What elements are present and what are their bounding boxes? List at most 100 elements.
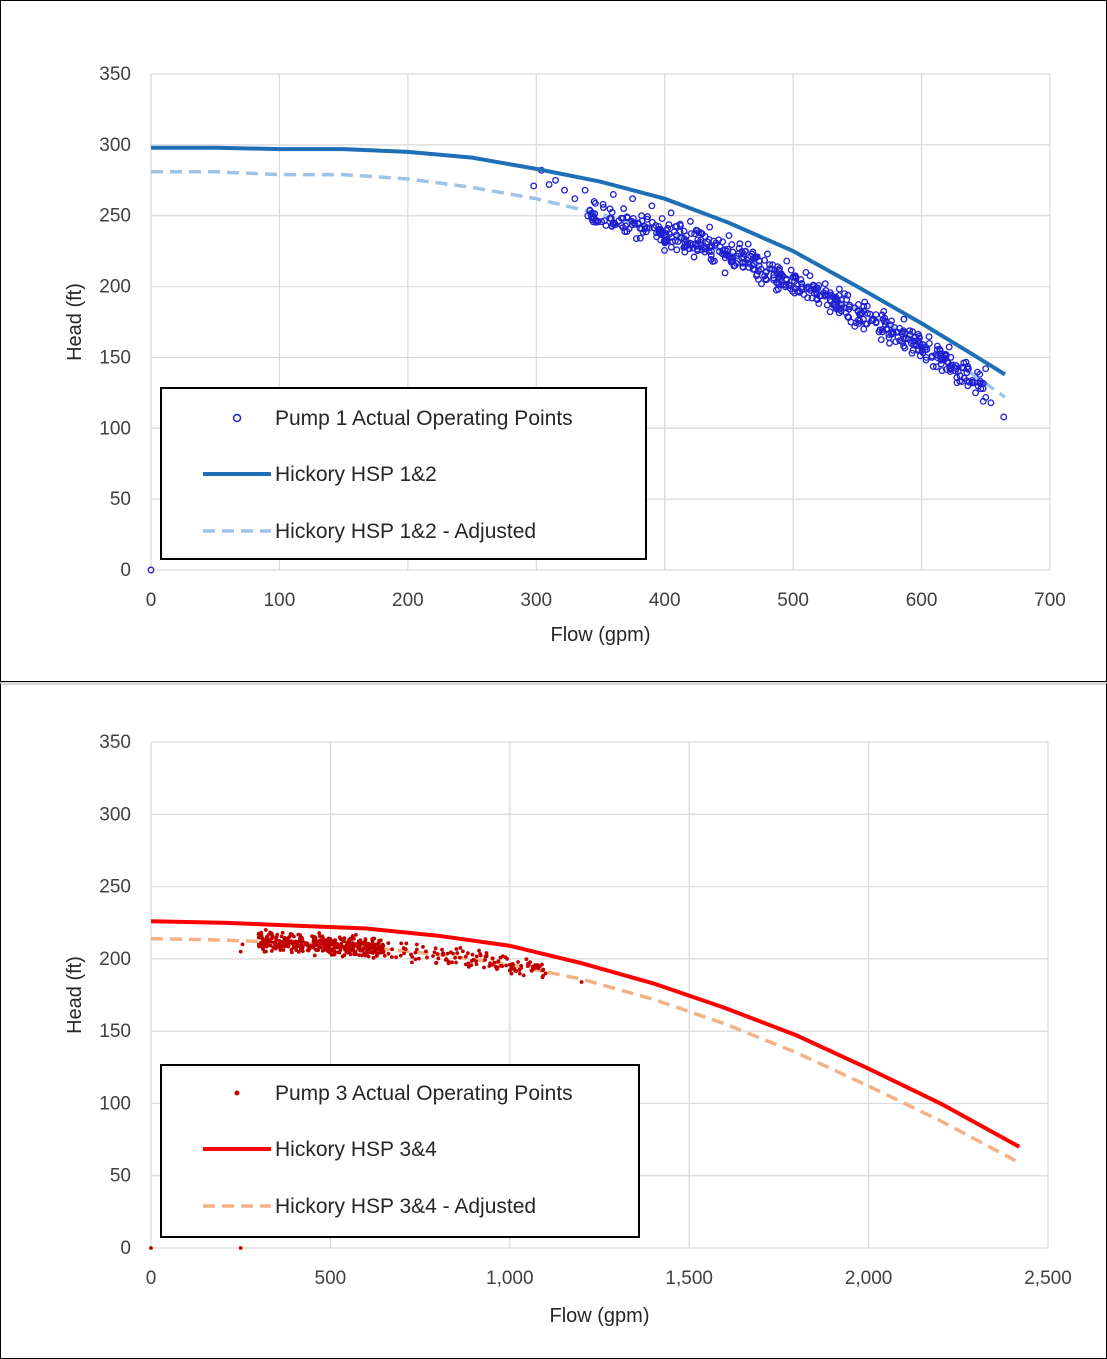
data-point <box>273 940 278 945</box>
data-point <box>471 957 476 962</box>
data-point <box>521 973 526 978</box>
data-point <box>937 356 945 364</box>
data-point <box>421 945 425 949</box>
data-point <box>815 300 823 308</box>
data-point <box>282 937 287 942</box>
data-point <box>238 949 243 954</box>
data-point <box>147 566 155 574</box>
data-point <box>906 327 913 335</box>
data-point <box>410 960 414 965</box>
data-point <box>310 934 314 939</box>
data-point <box>474 962 479 967</box>
data-point <box>525 964 530 968</box>
x-tick-label: 0 <box>146 1268 157 1289</box>
data-point <box>764 250 771 258</box>
data-point <box>483 958 487 962</box>
data-point <box>676 220 684 228</box>
data-point <box>725 253 733 261</box>
data-point <box>543 971 548 976</box>
data-point <box>256 935 261 940</box>
data-point <box>323 938 328 943</box>
x-tick-label: 0 <box>146 590 157 611</box>
data-point <box>256 932 261 937</box>
data-point <box>342 936 347 941</box>
data-point <box>281 940 286 945</box>
data-point <box>238 1246 243 1250</box>
data-point <box>416 956 421 961</box>
data-point <box>359 953 364 958</box>
data-point <box>680 243 688 251</box>
data-point <box>666 230 674 238</box>
data-point <box>844 291 852 299</box>
data-point <box>979 385 987 393</box>
data-point <box>398 953 403 958</box>
data-point <box>821 280 829 288</box>
data-point <box>149 1246 153 1250</box>
y-tick-label: 100 <box>99 418 131 439</box>
data-point <box>445 951 450 956</box>
data-point <box>676 228 684 236</box>
data-point <box>516 960 520 964</box>
data-point <box>858 309 866 317</box>
data-point <box>372 942 376 947</box>
data-point <box>581 186 589 194</box>
data-point <box>693 242 701 250</box>
pump-1-chart: 0 50 100 150 200 250 300 350 0 100 200 300 400 500 600… <box>64 64 1066 646</box>
data-point <box>586 207 594 215</box>
data-point <box>872 318 880 326</box>
data-point <box>431 954 435 958</box>
data-point <box>342 947 347 951</box>
data-point <box>918 344 926 351</box>
data-point <box>281 948 286 952</box>
data-point <box>925 333 933 341</box>
data-point <box>346 943 351 948</box>
x-tick-label: 1,500 <box>665 1268 713 1289</box>
data-point <box>883 326 890 334</box>
data-point <box>889 329 897 337</box>
data-point <box>425 955 429 960</box>
data-point <box>725 232 733 240</box>
legend-marker-points <box>234 1090 240 1096</box>
data-point <box>294 948 299 952</box>
data-point <box>469 963 474 968</box>
data-point <box>287 934 292 939</box>
data-point <box>279 934 284 939</box>
data-point <box>735 244 743 252</box>
x-tick-label: 700 <box>1034 590 1066 611</box>
data-point <box>496 959 501 963</box>
y-axis-title: Head (ft) <box>64 956 86 1034</box>
data-point <box>259 934 264 939</box>
data-point <box>571 195 579 203</box>
data-point <box>971 379 979 387</box>
data-point <box>804 283 812 291</box>
data-point <box>792 273 800 281</box>
data-point <box>348 946 353 951</box>
data-point <box>434 960 439 965</box>
data-point <box>375 952 380 957</box>
data-point <box>454 960 458 965</box>
data-point <box>909 328 916 336</box>
data-point <box>744 240 752 248</box>
data-point <box>706 244 714 251</box>
data-point <box>762 275 770 283</box>
data-point <box>587 210 595 218</box>
y-tick-label: 300 <box>99 135 131 156</box>
data-point <box>979 397 987 405</box>
data-point <box>350 934 355 939</box>
data-point <box>424 949 428 954</box>
data-point <box>262 942 267 947</box>
x-tick-label: 400 <box>649 590 681 611</box>
data-point <box>490 962 495 967</box>
data-point <box>876 326 884 334</box>
y-tick-label: 50 <box>110 489 131 510</box>
data-point <box>588 213 595 221</box>
data-point <box>358 942 363 947</box>
data-point <box>629 195 637 203</box>
data-point <box>382 953 387 958</box>
data-point <box>358 948 363 953</box>
data-point <box>776 275 784 282</box>
data-point <box>263 928 268 932</box>
data-point <box>347 940 352 945</box>
data-point <box>307 943 312 948</box>
data-point <box>441 952 446 956</box>
